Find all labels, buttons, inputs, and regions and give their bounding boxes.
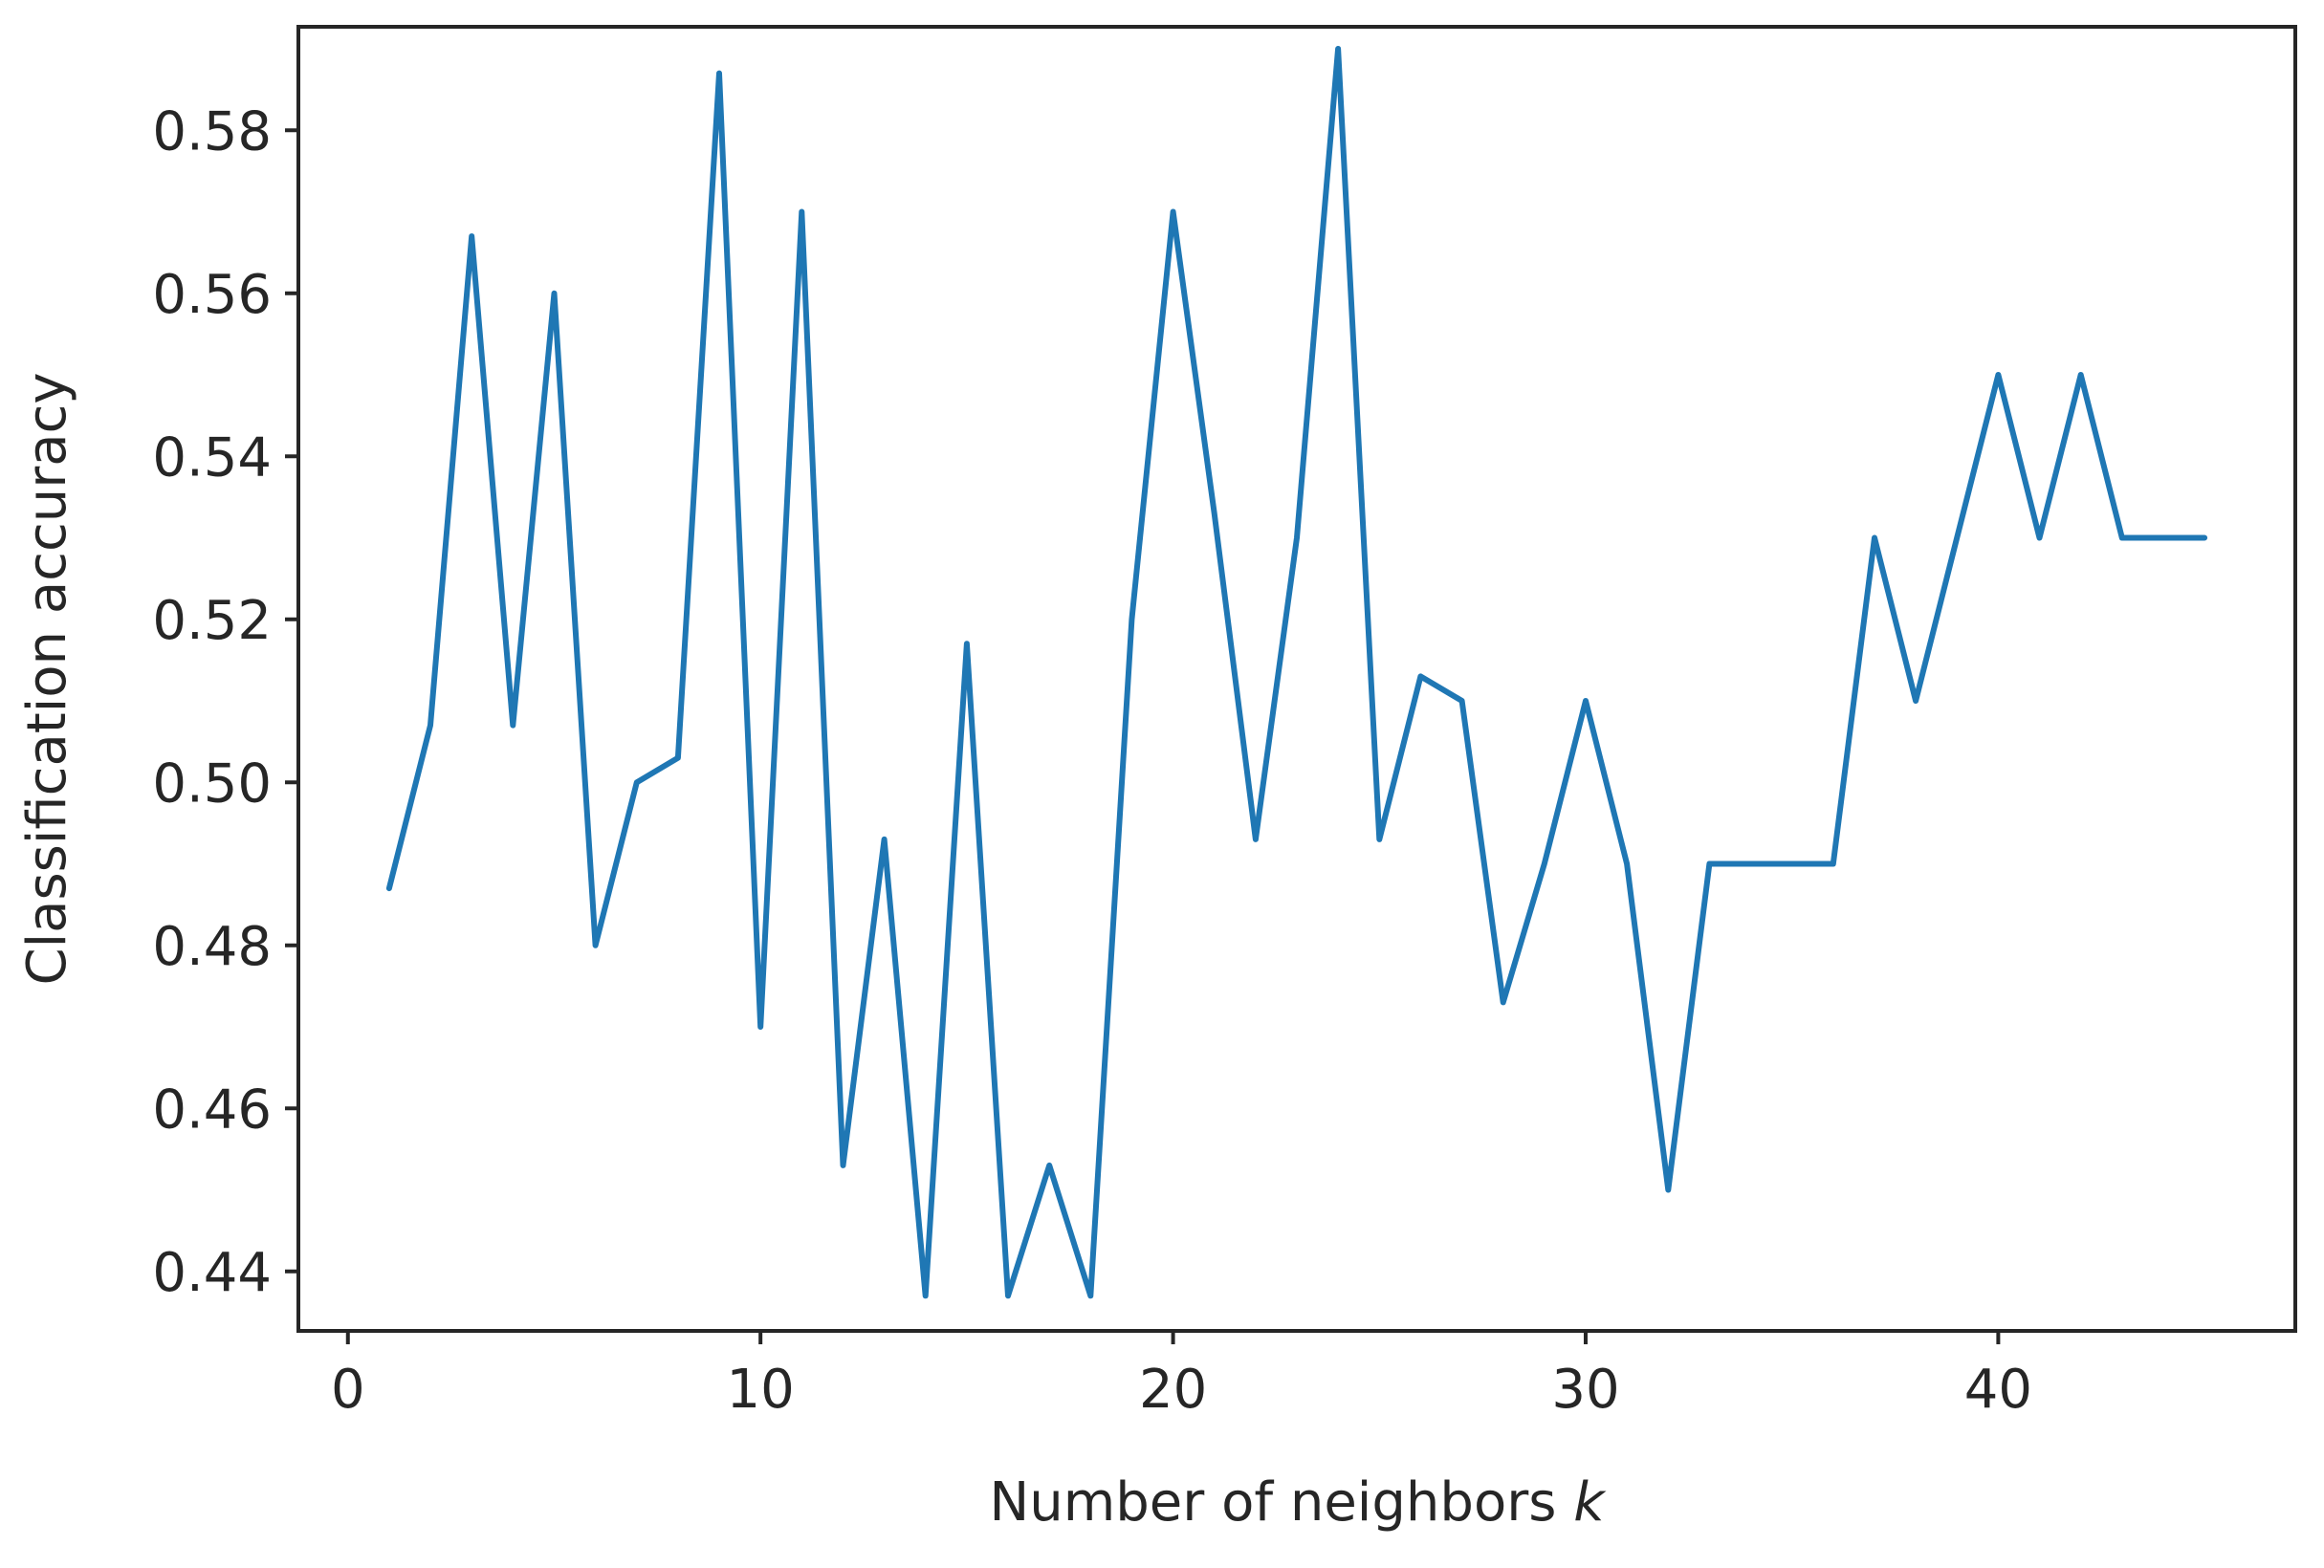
- x-tick-label: 10: [727, 1359, 795, 1421]
- x-tick-label: 30: [1551, 1359, 1619, 1421]
- y-tick-label: 0.58: [152, 100, 272, 163]
- y-tick-label: 0.52: [152, 590, 272, 652]
- x-tick-label: 0: [331, 1359, 365, 1421]
- y-tick-label: 0.50: [152, 752, 272, 815]
- plot-frame: [296, 25, 2297, 1333]
- x-axis: 0 10 20 30 40: [331, 1331, 2032, 1421]
- x-tick-label: 20: [1139, 1359, 1207, 1421]
- y-tick-label: 0.54: [152, 426, 272, 489]
- accuracy-series-line: [385, 46, 2208, 1299]
- y-tick-label: 0.56: [152, 264, 272, 326]
- y-tick-label: 0.48: [152, 916, 272, 978]
- x-axis-label: Number of neighbors k: [989, 1471, 1607, 1534]
- y-axis: 0.44 0.46 0.48 0.50 0.52 0.54 0.56 0.58: [152, 100, 298, 1304]
- y-tick-label: 0.46: [152, 1078, 272, 1141]
- y-tick-label: 0.44: [152, 1242, 272, 1304]
- x-tick-label: 40: [1964, 1359, 2032, 1421]
- y-axis-label: Classification accuracy: [16, 373, 78, 986]
